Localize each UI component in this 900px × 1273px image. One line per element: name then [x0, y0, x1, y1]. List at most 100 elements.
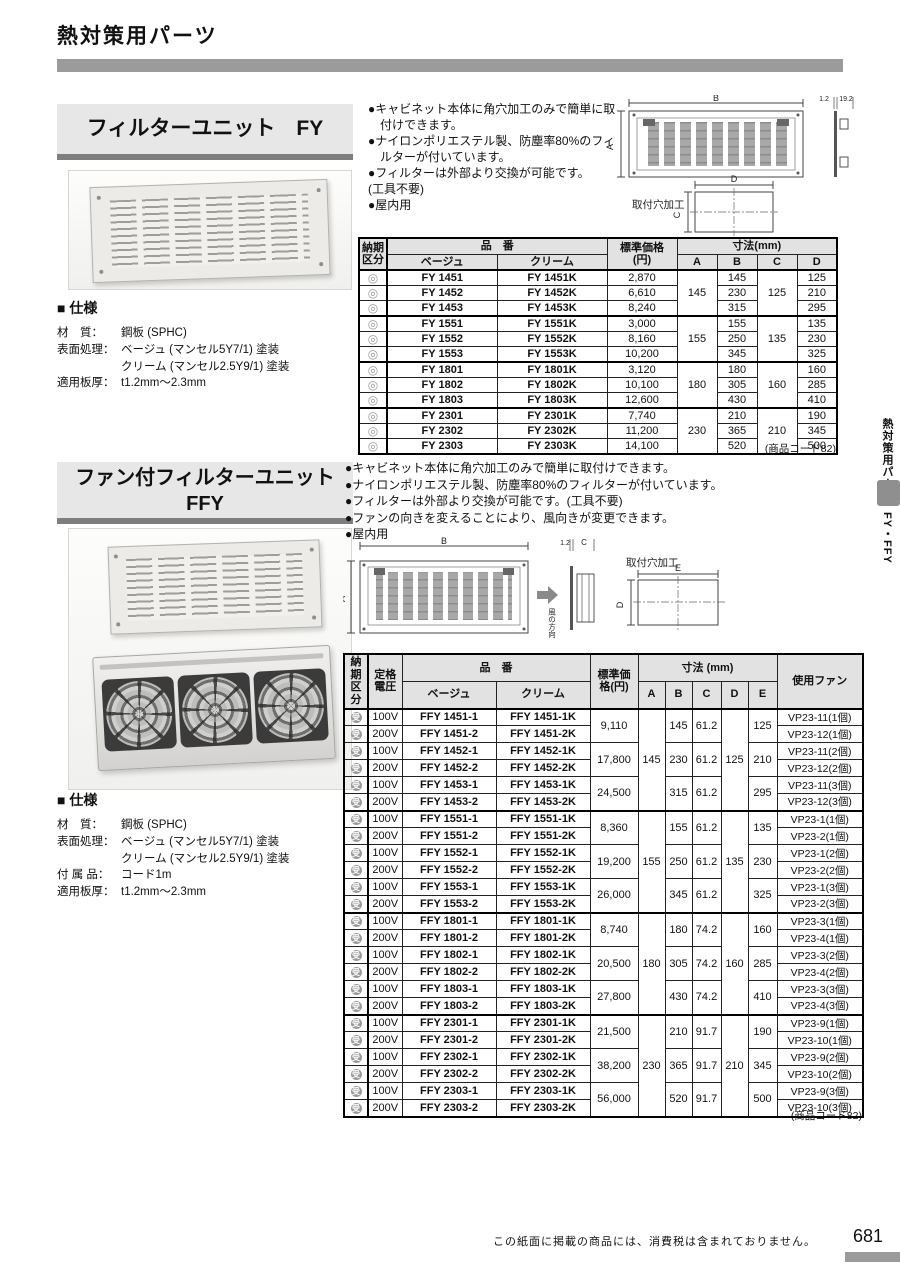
- spec-label: 表面処理：: [57, 343, 115, 356]
- table-cell: 520: [716, 438, 758, 455]
- table-cell: FY 1452K: [496, 285, 608, 302]
- bullet-item: ●キャビネット本体に角穴加工のみで簡単に取付けできます。: [345, 461, 676, 475]
- table-row: 受 100V FFY 2303-1 FFY 2303-1K 56,000 520 91.7 5…: [343, 1082, 864, 1118]
- table-cell: 24,500: [589, 776, 639, 812]
- col-header-fan: 使用ファン: [776, 653, 864, 710]
- table-cell: FFY 1551-2K: [495, 827, 591, 846]
- vent-slot: [99, 653, 324, 670]
- louver-slats: [109, 193, 311, 269]
- table-cell: 135: [747, 809, 778, 846]
- table-cell: 11,200: [606, 423, 678, 440]
- table-cell: VP23-3(3個): [776, 980, 864, 999]
- delivery-symbol-icon: 受: [350, 984, 362, 996]
- table-cell: 285: [796, 377, 838, 394]
- col-header-price: 標準価格(円): [606, 237, 678, 271]
- table-cell: 200V: [367, 725, 403, 744]
- table-row: 受 200V FFY 1553-2 FFY 1553-2K VP23-2(3個): [343, 895, 864, 914]
- table-cell: 345: [716, 346, 758, 363]
- delivery-symbol-icon: 受: [350, 729, 362, 741]
- table-cell: FFY 1452-1: [401, 742, 497, 761]
- table-cell: VP23-12(1個): [776, 725, 864, 744]
- table-cell: VP23-12(2個): [776, 759, 864, 778]
- delivery-symbol: ◎: [358, 300, 388, 317]
- dim-label-depth: 19.2: [839, 96, 853, 103]
- table-cell: 365: [716, 423, 758, 440]
- table-cell: 160: [720, 911, 749, 1016]
- delivery-symbol-icon: 受: [350, 1052, 362, 1064]
- delivery-symbol: 受: [343, 1031, 369, 1050]
- col-header-cream: クリーム: [495, 680, 591, 710]
- table-cell: 100V: [367, 946, 403, 965]
- delivery-symbol: 受: [343, 742, 369, 761]
- delivery-symbol: 受: [343, 1013, 369, 1033]
- col-header-price: 標準価格(円): [589, 653, 639, 710]
- table-cell: 210: [716, 407, 758, 425]
- col-header-beige: ベージュ: [401, 680, 497, 710]
- bullet-item: ●屋内用: [345, 527, 389, 541]
- delivery-symbol: 受: [343, 1048, 369, 1067]
- dim-label-e: E: [675, 563, 681, 573]
- table-cell: FFY 1453-1: [401, 776, 497, 795]
- table-cell: 8,740: [589, 911, 639, 948]
- table-cell: 210: [664, 1013, 693, 1050]
- table-cell: 100V: [367, 707, 403, 727]
- table-row: 受 100V FFY 1453-1 FFY 1453-1K 24,500 315 61.2 2…: [343, 776, 864, 812]
- table-cell: 100V: [367, 809, 403, 829]
- table-cell: FY 1552K: [496, 331, 608, 348]
- dim-label-c: C: [672, 211, 682, 218]
- table-cell: 200V: [367, 861, 403, 880]
- table-cell: 160: [756, 361, 798, 409]
- table-cell: FY 1553K: [496, 346, 608, 363]
- dim-label-a: A: [605, 144, 615, 150]
- table-cell: 100V: [367, 1048, 403, 1067]
- table-cell: 27,800: [589, 980, 639, 1016]
- delivery-symbol-icon: ◎: [367, 347, 379, 362]
- spec-value: ベージュ (マンセル5Y7/1) 塗装: [121, 835, 280, 848]
- table-cell: 230: [796, 331, 838, 348]
- table-cell: 125: [720, 707, 749, 812]
- delivery-symbol-icon: ◎: [367, 378, 379, 393]
- col-header-b: B: [716, 253, 758, 272]
- table-cell: VP23-3(2個): [776, 946, 864, 965]
- dim-label-b: B: [441, 536, 447, 546]
- table-cell: 345: [796, 423, 838, 440]
- table-cell: FFY 1802-1K: [495, 946, 591, 965]
- dim-label-d: D: [731, 174, 738, 184]
- spec-label: 適用板厚：: [57, 886, 115, 899]
- bullet-item: ●フィルターは外部より交換が可能です。(工具不要): [345, 494, 623, 508]
- delivery-symbol: 受: [343, 878, 369, 897]
- delivery-symbol: 受: [343, 809, 369, 829]
- table-cell: FY 1452: [386, 285, 498, 302]
- dim-label-d: D: [615, 601, 625, 608]
- table-cell: FFY 1453-1K: [495, 776, 591, 795]
- table-cell: 145: [637, 707, 666, 812]
- table-cell: FY 2303: [386, 438, 498, 455]
- delivery-symbol-icon: ◎: [367, 424, 379, 439]
- table-cell: FFY 2301-2K: [495, 1031, 591, 1050]
- table-cell: 345: [664, 878, 693, 914]
- table-cell: FFY 1552-2K: [495, 861, 591, 880]
- table-cell: FFY 1551-2: [401, 827, 497, 846]
- fy-price-table: 納期区分 品 番 標準価格(円) 寸法(mm) ベージュ クリーム A B C …: [358, 237, 839, 456]
- table-cell: 135: [796, 315, 838, 333]
- delivery-symbol-icon: 受: [350, 746, 362, 758]
- table-row: ◎ FY 2302 FY 2302K 11,200 365 345: [358, 423, 838, 440]
- table-cell: 160: [747, 911, 778, 948]
- table-cell: VP23-10(2個): [776, 1065, 864, 1084]
- table-row: 受 100V FFY 1552-1 FFY 1552-1K 19,200 250 61.2 2…: [343, 844, 864, 880]
- table-row: ◎ FY 1551 FY 1551K 3,000 155 155 135 135: [358, 315, 838, 363]
- table-cell: FFY 1552-2: [401, 861, 497, 880]
- delivery-symbol-icon: 受: [350, 712, 362, 724]
- table-cell: VP23-10(1個): [776, 1031, 864, 1050]
- delivery-symbol: 受: [343, 1082, 369, 1101]
- delivery-symbol: 受: [343, 946, 369, 965]
- spec-value: 鋼板 (SPHC): [121, 327, 187, 339]
- col-header-cream: クリーム: [496, 253, 608, 272]
- table-cell: 100V: [367, 1013, 403, 1033]
- table-row: 受 200V FFY 1453-2 FFY 1453-2K VP23-12(3個): [343, 793, 864, 812]
- ffy-filter-panel-image: [107, 539, 323, 635]
- table-cell: 17,800: [589, 742, 639, 778]
- table-cell: 125: [796, 269, 838, 287]
- table-cell: 325: [747, 878, 778, 914]
